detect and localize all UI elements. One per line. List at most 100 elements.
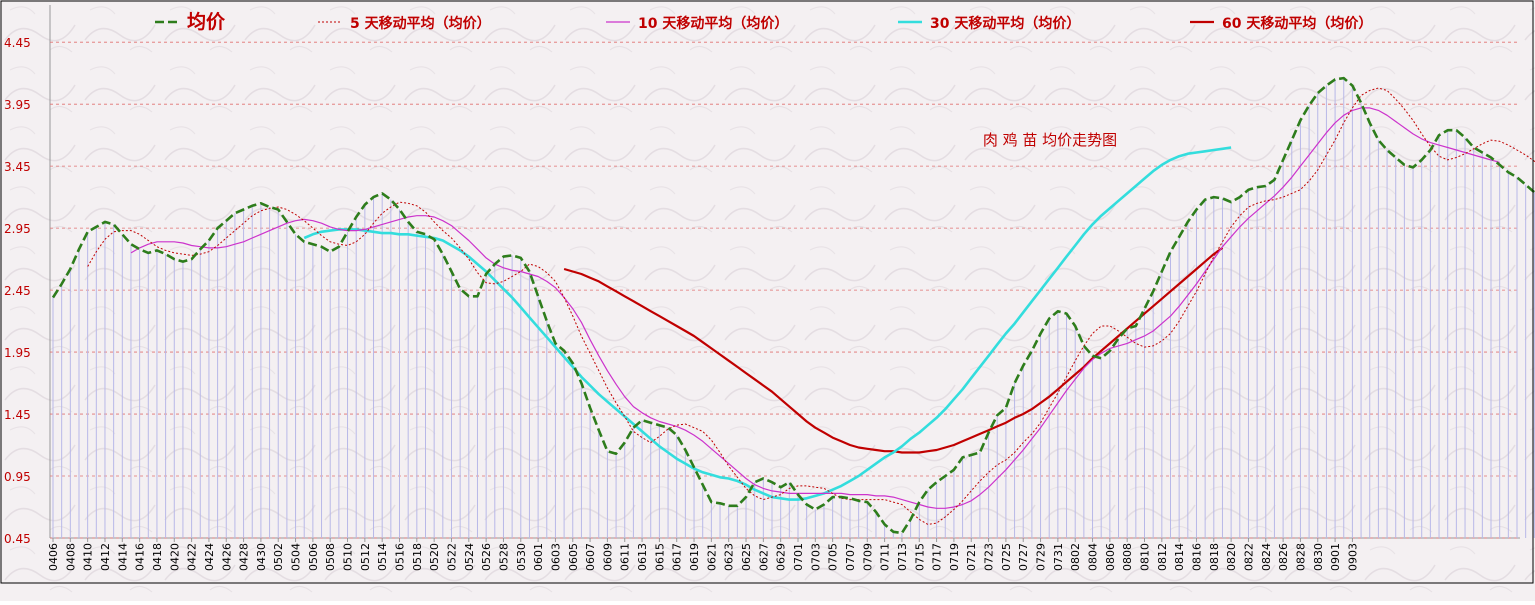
x-tick-label: 0818 [1208,543,1221,571]
x-tick-label: 0526 [480,543,493,571]
x-tick-label: 0518 [411,543,424,571]
series-line-ma10 [130,107,1500,509]
x-tick-label: 0424 [203,543,216,571]
y-tick-label: 2.95 [4,222,31,236]
x-tick-label: 0609 [601,543,614,571]
series-line-ma30 [303,146,1232,501]
x-tick-label: 0729 [1035,543,1048,571]
x-tick-label: 0820 [1225,543,1238,571]
y-tick-label: 0.95 [4,470,31,484]
x-tick-label: 0605 [567,543,580,571]
x-tick-label: 0611 [619,543,632,571]
x-tick-label: 0430 [255,543,268,571]
x-tick-label: 0416 [134,543,147,571]
x-tick-label: 0418 [151,543,164,571]
x-tick-label: 0530 [515,543,528,571]
y-tick-label: 3.45 [4,160,31,174]
y-tick-label: 0.45 [4,532,31,546]
x-tick-label: 0717 [931,543,944,571]
x-tick-label: 0613 [636,543,649,571]
x-tick-label: 0721 [965,543,978,571]
stem-layer [52,78,1535,538]
x-tick-label: 0607 [584,543,597,571]
x-tick-label: 0715 [913,543,926,571]
x-tick-label: 0713 [896,543,909,571]
y-tick-label: 1.95 [4,346,31,360]
x-tick-label: 0412 [99,543,112,571]
x-tick-label: 0830 [1312,543,1325,571]
legend-label-ma5: 5 天移动平均（均价） [350,15,491,32]
x-tick-label: 0406 [47,543,60,571]
x-tick-label: 0804 [1087,543,1100,571]
x-tick-label: 0619 [688,543,701,571]
x-tick-label: 0727 [1017,543,1030,571]
x-tick-label: 0719 [948,543,961,571]
legend: 均价 5 天移动平均（均价） 10 天移动平均（均价） 30 天移动平均（均价） 60 … [155,10,1372,33]
x-tick-label: 0528 [497,543,510,571]
series-line-ma5 [87,87,1535,525]
x-tick-label: 0826 [1277,543,1290,571]
x-tick-label: 0903 [1346,543,1359,571]
x-tick-label: 0617 [671,543,684,571]
y-axis: 0.45 0.95 1.45 1.95 2.45 2.95 3.45 3.95 4.45 [4,36,31,546]
x-tick-label: 0506 [307,543,320,571]
x-tick-label: 0802 [1069,543,1082,571]
x-tick-label: 0520 [428,543,441,571]
x-tick-label: 0810 [1139,543,1152,571]
x-tick-label: 0426 [220,543,233,571]
x-tick-label: 0623 [723,543,736,571]
x-tick-label: 0410 [82,543,95,571]
x-tick-label: 0701 [792,543,805,571]
x-tick-label: 0502 [272,543,285,571]
x-axis: 0406 0408 0410 0412 0414 0416 0418 0420 0422 0424… [47,538,1359,571]
x-tick-label: 0510 [342,543,355,571]
x-tick-label: 0725 [1000,543,1013,571]
grid-layer [49,5,1520,539]
x-tick-label: 0504 [290,543,303,571]
x-tick-label: 0524 [463,543,476,571]
x-tick-label: 0901 [1329,543,1342,571]
chart-title: 肉 鸡 苗 均价走势图 [983,131,1117,149]
x-tick-label: 0806 [1104,543,1117,571]
x-tick-label: 0828 [1294,543,1307,571]
x-tick-label: 0822 [1242,543,1255,571]
x-tick-label: 0629 [775,543,788,571]
x-tick-label: 0814 [1173,543,1186,571]
x-tick-label: 0408 [64,543,77,571]
x-tick-label: 0422 [186,543,199,571]
x-tick-label: 0723 [983,543,996,571]
x-tick-label: 0627 [757,543,770,571]
legend-label-ma30: 30 天移动平均（均价） [930,15,1080,32]
x-tick-label: 0428 [238,543,251,571]
x-tick-label: 0522 [445,543,458,571]
legend-label-avg: 均价 [187,10,226,33]
x-tick-label: 0816 [1190,543,1203,571]
series-line-avg [51,76,1535,535]
x-tick-label: 0621 [705,543,718,571]
chart-border [0,0,1534,584]
x-tick-label: 0420 [168,543,181,571]
x-tick-label: 0601 [532,543,545,571]
x-tick-label: 0707 [844,543,857,571]
x-tick-label: 0824 [1260,543,1273,571]
x-tick-label: 0603 [549,543,562,571]
x-tick-label: 0709 [861,543,874,571]
x-tick-label: 0812 [1156,543,1169,571]
x-tick-label: 0414 [116,543,129,571]
x-tick-label: 0512 [359,543,372,571]
y-tick-label: 1.45 [4,408,31,422]
y-tick-label: 4.45 [4,36,31,50]
y-tick-label: 2.45 [4,284,31,298]
x-tick-label: 0731 [1052,543,1065,571]
y-tick-label: 3.95 [4,98,31,112]
x-tick-label: 0703 [809,543,822,571]
x-tick-label: 0615 [653,543,666,571]
x-tick-label: 0808 [1121,543,1134,571]
x-tick-label: 0625 [740,543,753,571]
legend-label-ma60: 60 天移动平均（均价） [1222,15,1372,32]
x-tick-label: 0711 [879,543,892,571]
x-tick-label: 0508 [324,543,337,571]
